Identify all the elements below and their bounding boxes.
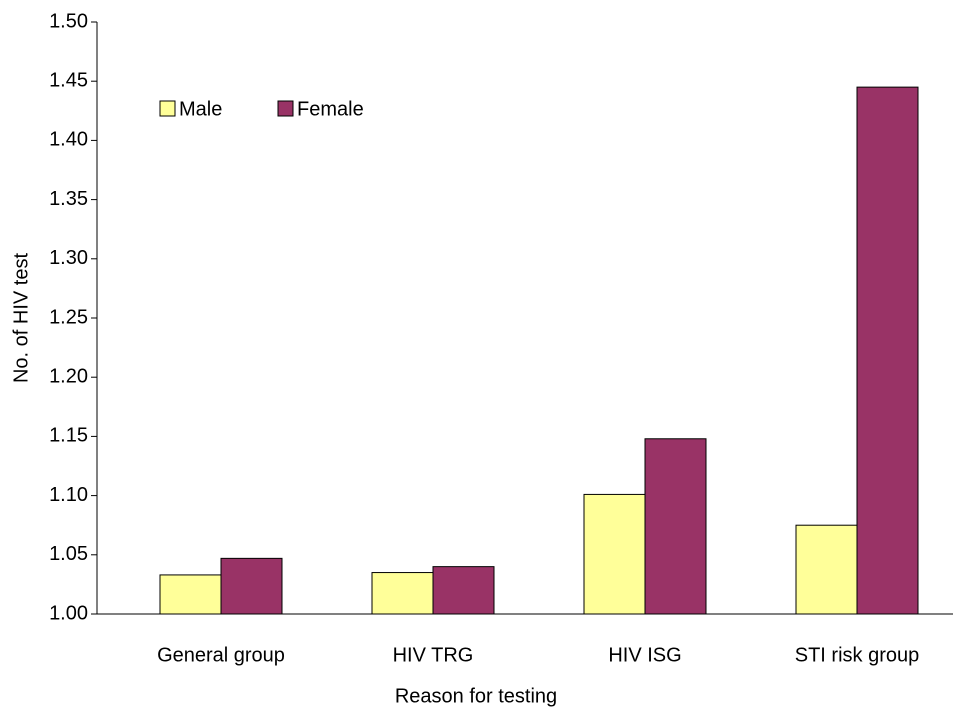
x-axis-label: Reason for testing (395, 685, 557, 707)
legend-swatch (159, 100, 176, 117)
bar (856, 86, 919, 615)
bar (432, 566, 495, 615)
x-tick-label: HIV TRG (393, 644, 474, 666)
y-tick-label: 1.15 (49, 425, 88, 447)
x-tick-label: HIV ISG (608, 644, 681, 666)
y-tick-label: 1.05 (49, 543, 88, 565)
y-tick-label: 1.30 (49, 247, 88, 269)
y-tick-label: 1.40 (49, 129, 88, 151)
legend-swatch (277, 100, 294, 117)
bar (220, 557, 283, 615)
y-tick-label: 1.45 (49, 69, 88, 91)
bar (371, 572, 434, 615)
bar (583, 493, 646, 615)
y-axis-label: No. of HIV test (10, 253, 32, 383)
bar (159, 574, 222, 615)
x-tick-label: General group (157, 644, 285, 666)
y-tick-label: 1.20 (49, 365, 88, 387)
y-tick-label: 1.10 (49, 484, 88, 506)
y-tick-label: 1.25 (49, 306, 88, 328)
legend-label: Male (179, 98, 222, 120)
x-tick-label: STI risk group (795, 644, 919, 666)
y-tick-label: 1.50 (49, 10, 88, 32)
bar (795, 524, 858, 615)
legend-label: Female (297, 98, 364, 120)
y-tick-label: 1.35 (49, 188, 88, 210)
bar (644, 438, 707, 615)
y-tick-label: 1.00 (49, 602, 88, 624)
